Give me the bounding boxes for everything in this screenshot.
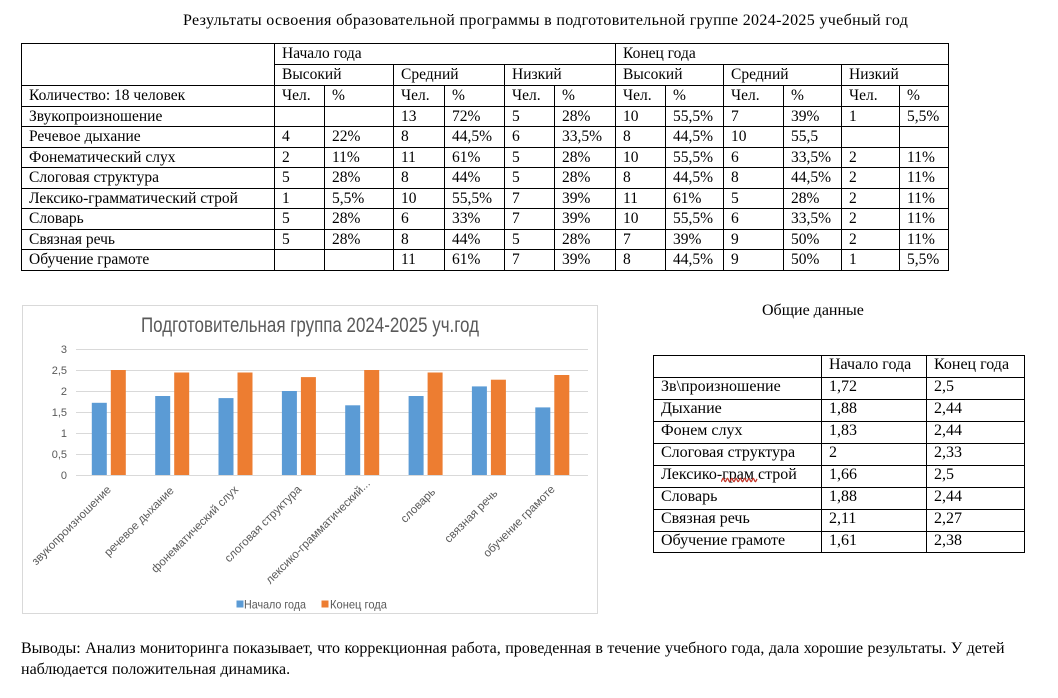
svg-text:1: 1 xyxy=(61,428,67,440)
svg-text:Начало года: Начало года xyxy=(244,598,306,612)
svg-text:0,5: 0,5 xyxy=(52,449,67,461)
svg-text:2: 2 xyxy=(61,386,67,398)
svg-text:0: 0 xyxy=(61,470,67,482)
svg-text:3: 3 xyxy=(61,344,67,356)
svg-text:Конец года: Конец года xyxy=(330,598,387,612)
svg-text:Подготовительная группа 2024-2: Подготовительная группа 2024-2025 уч.год xyxy=(141,314,479,337)
svg-text:1,5: 1,5 xyxy=(52,407,67,419)
svg-text:2,5: 2,5 xyxy=(52,365,67,377)
